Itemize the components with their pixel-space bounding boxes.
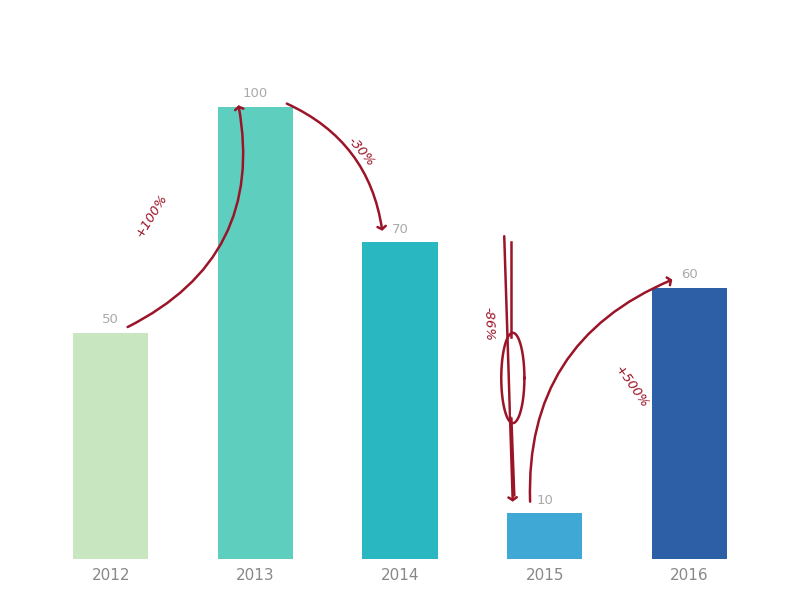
Text: +100%: +100% (133, 191, 170, 239)
Bar (507, 514, 582, 559)
Text: 10: 10 (536, 494, 553, 506)
Text: +500%: +500% (612, 363, 650, 411)
Text: 50: 50 (102, 313, 119, 326)
Text: -86%: -86% (481, 307, 495, 341)
Bar (652, 287, 727, 559)
Bar (73, 333, 148, 559)
Text: -30%: -30% (345, 135, 377, 169)
Bar (362, 242, 438, 559)
Text: 60: 60 (681, 268, 698, 281)
Bar (218, 107, 293, 559)
Text: 70: 70 (391, 223, 409, 236)
Text: 100: 100 (242, 87, 268, 100)
